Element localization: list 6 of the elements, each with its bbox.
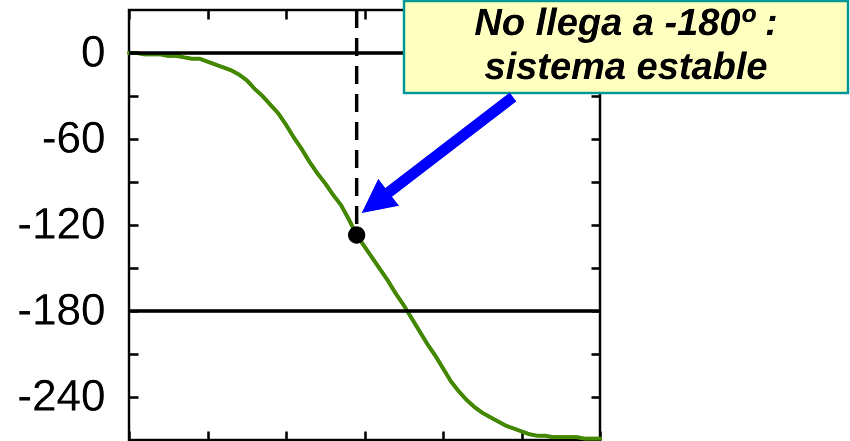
y-tick-label: -180: [17, 286, 106, 334]
y-tick-label: -120: [17, 200, 106, 248]
y-tick-label: -240: [17, 372, 106, 420]
y-tick-label: 0: [81, 28, 106, 76]
annotation: No llega a -180º : sistema estable: [474, 2, 778, 88]
y-tick-label: -60: [42, 114, 106, 162]
